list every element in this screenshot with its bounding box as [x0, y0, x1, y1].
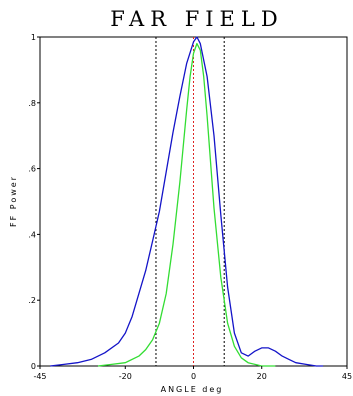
series-line-0 [50, 36, 324, 367]
y-axis-ticks: 0 .2 .4 .6 .8 1 [28, 33, 40, 371]
y-tick-label: .2 [28, 296, 36, 305]
x-tick-label: 20 [257, 372, 267, 381]
x-tick-label: 45 [342, 372, 352, 381]
y-tick-label: .6 [28, 165, 36, 174]
y-tick-label: 1 [31, 33, 36, 42]
x-tick-label: 0 [191, 372, 196, 381]
y-axis-label: FF Power [9, 175, 18, 227]
chart-title: FAR FIELD [110, 7, 283, 31]
x-tick-label: -20 [119, 372, 132, 381]
x-tick-label: -45 [33, 372, 46, 381]
x-axis-ticks: -45 -20 0 20 45 [33, 366, 352, 381]
series-group [50, 36, 324, 367]
x-axis-label: ANGLE deg [161, 385, 224, 394]
y-tick-label: 0 [31, 362, 36, 371]
series-line-1 [97, 42, 276, 367]
y-tick-label: .4 [28, 230, 36, 239]
reference-lines [155, 37, 225, 366]
y-tick-label: .8 [28, 99, 36, 108]
